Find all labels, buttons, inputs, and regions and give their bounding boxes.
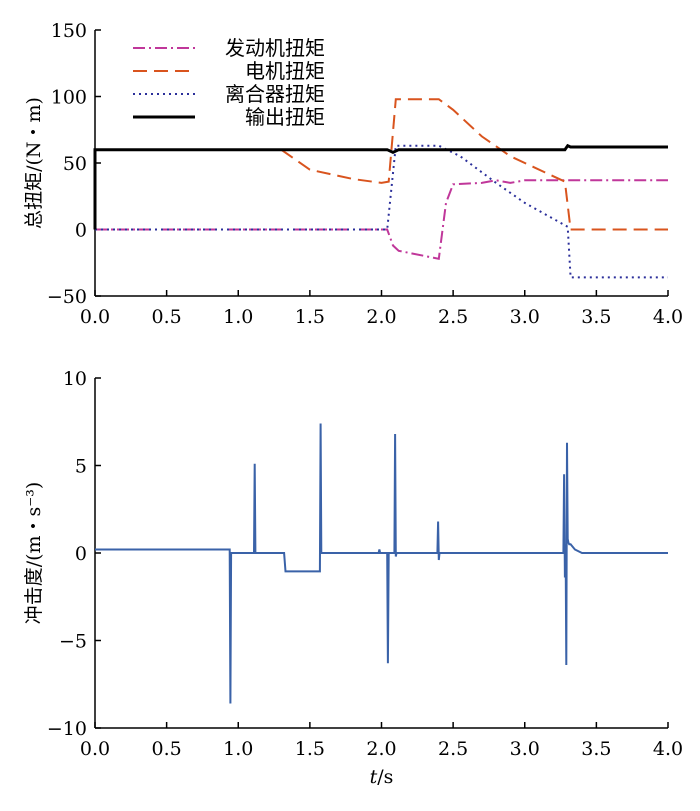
x-axis-label: t/s (370, 766, 394, 788)
x-tick-label: 4.0 (653, 306, 683, 328)
x-tick-label: 0.5 (152, 738, 182, 760)
series-line (95, 423, 668, 704)
series-line (93, 143, 668, 230)
series-line (95, 179, 668, 260)
x-tick-label: 1.5 (295, 738, 325, 760)
series-line (95, 144, 668, 279)
y-tick-label: 5 (75, 456, 87, 478)
x-tick-label: 1.5 (295, 306, 325, 328)
y-tick-label: 10 (63, 368, 87, 390)
y-axis-label: 总扭矩/(N・m) (23, 97, 45, 229)
y-tick-label: −10 (47, 718, 87, 740)
x-tick-label: 2.5 (438, 306, 468, 328)
x-tick-label: 3.0 (510, 306, 540, 328)
x-axis-label-var: t (370, 766, 378, 788)
x-tick-label: 2.0 (366, 306, 396, 328)
legend-label: 输出扭矩 (245, 105, 325, 129)
series-line (280, 98, 668, 231)
y-tick-label: −50 (47, 286, 87, 308)
x-tick-label: 3.5 (581, 306, 611, 328)
x-tick-label: 2.0 (366, 738, 396, 760)
legend-label: 发动机扭矩 (225, 36, 325, 60)
x-tick-label: 0.0 (80, 738, 110, 760)
x-tick-label: 4.0 (653, 738, 683, 760)
x-axis-label-unit: /s (377, 766, 393, 788)
y-tick-label: 100 (51, 87, 87, 109)
x-tick-label: 3.5 (581, 738, 611, 760)
x-tick-label: 1.0 (223, 306, 253, 328)
y-tick-label: 50 (63, 153, 87, 175)
x-tick-label: 1.0 (223, 738, 253, 760)
y-tick-label: 150 (51, 20, 87, 42)
y-tick-label: 0 (75, 220, 87, 242)
y-axis-label: 冲击度/(m・s⁻³) (23, 482, 45, 625)
y-tick-label: −5 (59, 631, 87, 653)
legend-label: 离合器扭矩 (225, 82, 325, 106)
panel-1: 0.0 0.5 1.0 1.5 2.0 2.5 3.0 3.5 4.0 −50 0 50 100 150 总… (23, 20, 683, 328)
x-tick-label: 2.5 (438, 738, 468, 760)
x-tick-label: 0.5 (152, 306, 182, 328)
panel-2: 0.0 0.5 1.0 1.5 2.0 2.5 3.0 3.5 4.0 −10 −5 0 5 10 冲击度/… (23, 368, 683, 788)
legend-label: 电机扭矩 (245, 59, 325, 83)
x-tick-label: 0.0 (80, 306, 110, 328)
x-tick-label: 3.0 (510, 738, 540, 760)
y-tick-label: 0 (75, 543, 87, 565)
